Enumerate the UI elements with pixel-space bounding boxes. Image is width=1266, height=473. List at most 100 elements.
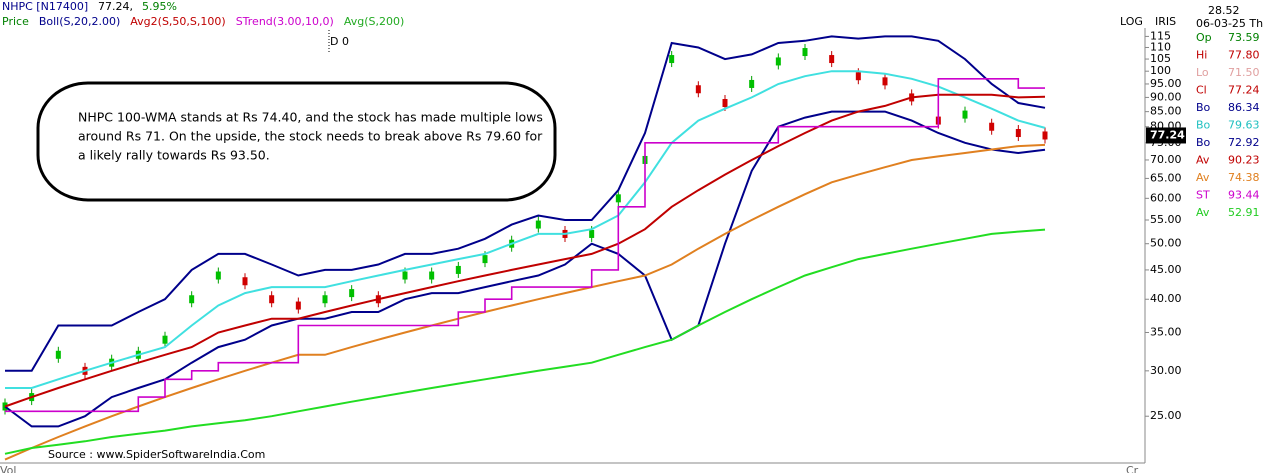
readout-value: 77.80 [1228, 49, 1260, 62]
candle [669, 55, 675, 64]
readout-value: 77.24 [1228, 84, 1260, 97]
candle [615, 194, 621, 203]
candle [775, 57, 781, 66]
y-tick-label: 105 [1150, 52, 1171, 65]
source: Source : www.SpiderSoftwareIndia.Com [48, 448, 265, 461]
indicator-line [4, 143, 1046, 461]
candle [242, 277, 248, 286]
price-tag [1146, 127, 1186, 144]
legend-entry: Avg2(S,50,S,100) [130, 15, 225, 28]
readout-label: Lo [1196, 66, 1209, 79]
y-tick-label: 100 [1150, 64, 1171, 77]
y-tick-label: 95.00 [1150, 77, 1182, 90]
price-tag-label: 77.24 [1150, 128, 1185, 141]
candle [1042, 131, 1048, 140]
candle [882, 77, 888, 86]
readout-label: Av [1196, 154, 1210, 167]
indicator-line [5, 35, 1046, 372]
supertrend-line [5, 78, 1045, 413]
annotation-line: NHPC 100-WMA stands at Rs 74.40, and the… [78, 110, 543, 125]
y-tick-label: 30.00 [1150, 364, 1182, 377]
y-tick-label: 110 [1150, 40, 1171, 53]
y-tick-label: 70.00 [1150, 153, 1182, 166]
y-tick-label: 50.00 [1150, 237, 1182, 250]
candle [749, 79, 755, 88]
readout-label: Av [1196, 171, 1210, 184]
indicator-line [4, 228, 1046, 455]
readout-value: 73.59 [1228, 31, 1260, 44]
candle [215, 271, 221, 280]
y-tick-label: 25.00 [1150, 409, 1182, 422]
candle [962, 110, 968, 119]
readout-value: 79.63 [1228, 119, 1260, 132]
candle [189, 295, 195, 304]
indicator-line [4, 110, 1046, 428]
candle [829, 55, 835, 64]
indicator-line [5, 70, 1046, 389]
candle [1015, 129, 1021, 138]
date: 06-03-25 Th [1196, 17, 1263, 30]
candle [482, 255, 488, 264]
annotation-line: around Rs 71. On the upside, the stock n… [78, 129, 543, 144]
volume-label: Vol [0, 464, 16, 473]
legend-entry: STrend(3.00,10,0) [236, 15, 334, 28]
candle [402, 271, 408, 280]
y-tick-label: 60.00 [1150, 191, 1182, 204]
readout-label: Hi [1196, 49, 1207, 62]
y-tick-label: 35.00 [1150, 325, 1182, 338]
bottom-right-label: Cr [1126, 464, 1139, 473]
y-tick-label: 40.00 [1150, 292, 1182, 305]
y-tick-label: 90.00 [1150, 90, 1182, 103]
readout-label: Bo [1196, 136, 1211, 149]
readout-label: Bo [1196, 119, 1211, 132]
candle [322, 295, 328, 304]
candle [295, 301, 301, 310]
readout-label: Bo [1196, 101, 1211, 114]
candle [855, 72, 861, 81]
last-price: 77.24, [98, 0, 133, 13]
change: 5.95% [142, 0, 177, 13]
candle [989, 122, 995, 131]
series-layer [2, 35, 1048, 461]
readout-value: 86.34 [1228, 101, 1260, 114]
legend-entry: Price [2, 15, 29, 28]
readout-value: 72.92 [1228, 136, 1260, 149]
y-tick-label: 45.00 [1150, 263, 1182, 276]
readout-label: Op [1196, 31, 1212, 44]
readout-value: 93.44 [1228, 189, 1260, 202]
iris-label: IRIS [1155, 15, 1176, 28]
readout-label: Av [1196, 206, 1210, 219]
annotation-line: a likely rally towards Rs 93.50. [78, 148, 270, 163]
y-tick-label: 115 [1150, 29, 1171, 42]
indicator-line [4, 93, 1046, 408]
y-tick-label: 55.00 [1150, 213, 1182, 226]
readout-label: Cl [1196, 84, 1207, 97]
candle [722, 99, 728, 108]
legend-entry: Avg(S,200) [344, 15, 404, 28]
readout-label: ST [1196, 189, 1210, 202]
cursor-label: D 0 [330, 35, 349, 48]
symbol: NHPC [N17400] [2, 0, 88, 13]
readout-value: 90.23 [1228, 154, 1260, 167]
candle [269, 295, 275, 304]
iris-value: 28.52 [1208, 4, 1240, 17]
candle [802, 48, 808, 57]
candle [589, 229, 595, 238]
candle [535, 220, 541, 229]
readout-value: 52.91 [1228, 206, 1260, 219]
y-tick-label: 85.00 [1150, 105, 1182, 118]
readout-value: 74.38 [1228, 171, 1260, 184]
y-tick-label: 65.00 [1150, 171, 1182, 184]
candle [455, 265, 461, 274]
candle [55, 350, 61, 359]
legend-entry: Boll(S,20,2.00) [39, 15, 120, 28]
candle [162, 335, 168, 344]
readout-value: 71.50 [1228, 66, 1260, 79]
candle [429, 271, 435, 280]
annotation-box [36, 81, 557, 202]
candle [349, 289, 355, 298]
candle [695, 85, 701, 94]
log-label: LOG [1120, 15, 1143, 28]
